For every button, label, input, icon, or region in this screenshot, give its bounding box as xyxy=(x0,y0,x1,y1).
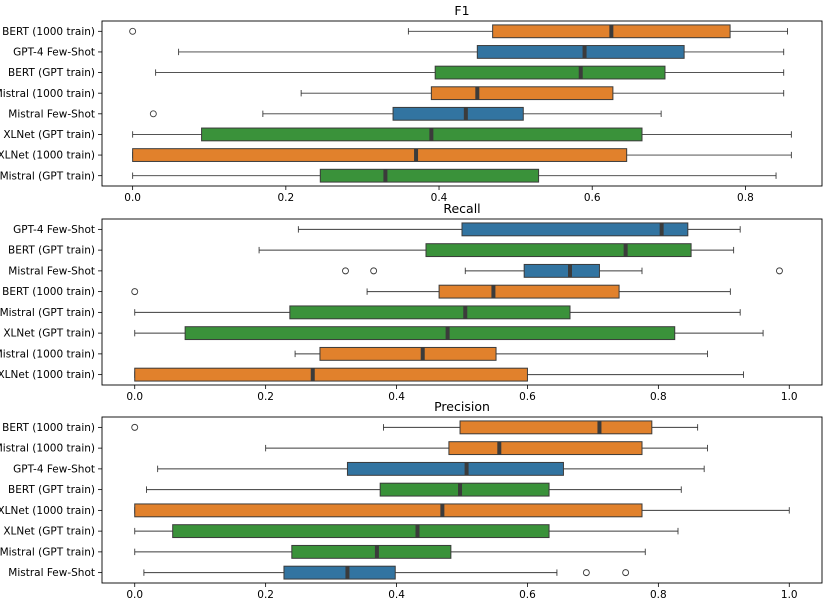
x-tick-label: 1.0 xyxy=(781,589,798,601)
x-tick-label: 0.4 xyxy=(431,192,448,204)
box xyxy=(289,305,571,320)
outlier-point xyxy=(149,110,157,118)
axes-frame xyxy=(101,218,823,386)
box xyxy=(184,326,676,341)
x-tick-label: 1.0 xyxy=(781,391,798,403)
y-tick-label: Mistral Few-Shot xyxy=(8,265,95,277)
x-tick-label: 0.6 xyxy=(519,589,536,601)
box xyxy=(134,503,643,518)
y-tick-label: XLNet (1000 train) xyxy=(0,505,95,517)
y-tick-label: BERT (1000 train) xyxy=(2,286,95,298)
axes-frame xyxy=(101,416,823,584)
box xyxy=(430,86,614,101)
panel-title: F1 xyxy=(454,3,469,18)
y-tick-label: BERT (GPT train) xyxy=(8,245,95,257)
y-tick-label: Mistral (1000 train) xyxy=(0,443,95,455)
y-tick-label: XLNet (GPT train) xyxy=(3,328,95,340)
y-tick-label: XLNet (GPT train) xyxy=(3,129,95,141)
outlier-point xyxy=(622,569,630,577)
x-tick-label: 0.4 xyxy=(388,391,405,403)
y-tick-label: Mistral (GPT train) xyxy=(0,307,95,319)
x-tick-label: 0.6 xyxy=(584,192,601,204)
outlier-point xyxy=(342,267,349,275)
y-tick-label: BERT (GPT train) xyxy=(8,484,95,496)
box xyxy=(283,565,396,580)
y-tick-label: Mistral (1000 train) xyxy=(0,348,95,360)
y-tick-label: GPT-4 Few-Shot xyxy=(13,47,95,59)
box xyxy=(434,65,666,80)
box xyxy=(523,263,600,278)
box xyxy=(346,461,564,476)
box xyxy=(172,524,550,539)
y-tick-label: Mistral Few-Shot xyxy=(8,108,95,120)
x-tick-label: 0.8 xyxy=(650,391,667,403)
outlier-point xyxy=(131,423,139,431)
y-tick-label: GPT-4 Few-Shot xyxy=(13,463,95,475)
box xyxy=(438,284,620,299)
box xyxy=(392,106,524,121)
box xyxy=(132,148,628,162)
x-tick-label: 0.2 xyxy=(277,192,294,204)
box xyxy=(461,222,689,237)
outlier-point xyxy=(131,288,139,296)
x-tick-label: 0.0 xyxy=(126,589,143,601)
y-tick-label: Mistral Few-Shot xyxy=(8,567,95,579)
y-tick-label: GPT-4 Few-Shot xyxy=(13,224,95,236)
panel-title: Precision xyxy=(434,399,490,414)
y-tick-label: BERT (GPT train) xyxy=(8,67,95,79)
x-tick-label: 0.2 xyxy=(257,391,274,403)
y-tick-label: BERT (1000 train) xyxy=(2,422,95,434)
x-tick-label: 0.0 xyxy=(126,391,143,403)
x-tick-label: 0.0 xyxy=(124,192,141,204)
box xyxy=(291,544,452,559)
x-tick-label: 0.8 xyxy=(737,192,754,204)
panel-f1: F1 BERT (1000 train) GPT-4 Few-Shot BERT (G… xyxy=(0,3,823,204)
y-tick-label: XLNet (GPT train) xyxy=(3,526,95,538)
y-tick-label: Mistral (GPT train) xyxy=(0,170,95,182)
outlier-point xyxy=(582,569,590,577)
outlier-point xyxy=(776,267,783,275)
outlier-point xyxy=(129,27,137,35)
box xyxy=(459,420,653,435)
x-tick-label: 0.2 xyxy=(257,589,274,601)
box xyxy=(379,482,550,497)
outlier-point xyxy=(370,267,378,275)
x-tick-label: 0.8 xyxy=(650,589,667,601)
panel-title: Recall xyxy=(443,201,480,216)
y-tick-label: Mistral (1000 train) xyxy=(0,88,95,100)
box xyxy=(425,243,692,258)
box xyxy=(448,441,643,456)
x-tick-label: 0.6 xyxy=(519,391,536,403)
box xyxy=(319,346,497,361)
panel-recall: Recall GPT-4 Few-Shot BERT (GPT train) Mist… xyxy=(0,201,823,403)
box xyxy=(201,127,643,142)
y-tick-label: XLNet (1000 train) xyxy=(0,369,95,381)
y-tick-label: Mistral (GPT train) xyxy=(0,546,95,558)
axes-frame xyxy=(101,20,823,187)
y-tick-label: BERT (1000 train) xyxy=(2,26,95,38)
box xyxy=(476,45,685,59)
x-tick-label: 0.4 xyxy=(388,589,405,601)
box xyxy=(319,168,540,183)
panel-precision: Precision BERT (1000 train) Mistral (1000 … xyxy=(0,399,823,601)
y-tick-label: XLNet (1000 train) xyxy=(0,150,95,162)
box xyxy=(134,367,528,382)
